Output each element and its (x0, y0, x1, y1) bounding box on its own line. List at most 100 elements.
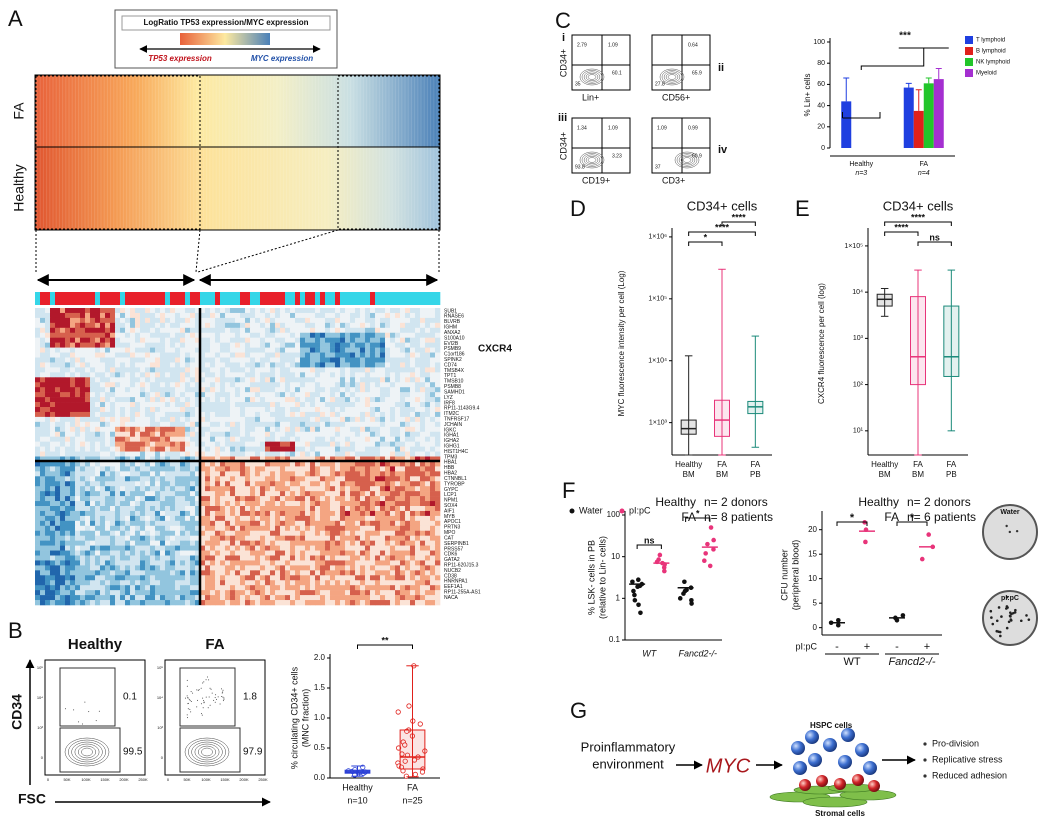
heat-cell (420, 407, 425, 412)
heat-cell (275, 531, 280, 536)
heat-cell (395, 437, 400, 442)
cluster-cell (210, 292, 215, 305)
heat-cell (125, 521, 130, 526)
heat-cell (345, 442, 350, 447)
heat-cell (215, 580, 220, 585)
heat-cell (70, 442, 75, 447)
heat-cell (260, 491, 265, 496)
heat-cell (215, 516, 220, 521)
heat-cell (145, 353, 150, 358)
cluster-cell (345, 292, 350, 305)
heat-cell (350, 442, 355, 447)
heat-cell (100, 516, 105, 521)
heat-cell (315, 570, 320, 575)
heat-cell (380, 541, 385, 546)
heat-cell (350, 536, 355, 541)
heat-cell (305, 452, 310, 457)
heat-cell (255, 313, 260, 318)
heat-cell (255, 407, 260, 412)
heat-cell (315, 531, 320, 536)
heat-cell (435, 541, 440, 546)
heat-cell (100, 486, 105, 491)
heat-cell (140, 333, 145, 338)
heat-cell (310, 318, 315, 323)
heat-cell (225, 367, 230, 372)
heat-cell (45, 496, 50, 501)
heat-cell (410, 432, 415, 437)
heat-cell (175, 412, 180, 417)
heat-cell (175, 486, 180, 491)
heat-cell (155, 536, 160, 541)
heat-cell (110, 333, 115, 338)
heat-cell (75, 343, 80, 348)
heat-cell (430, 387, 435, 392)
heat-cell (405, 323, 410, 328)
heat-cell (105, 308, 110, 313)
heat-cell (155, 447, 160, 452)
cluster-cell (235, 292, 240, 305)
heat-cell (85, 476, 90, 481)
heat-cell (165, 560, 170, 565)
heat-cell (150, 501, 155, 506)
heat-cell (335, 318, 340, 323)
heat-cell (55, 580, 60, 585)
heat-cell (95, 407, 100, 412)
heat-cell (435, 402, 440, 407)
heat-cell (385, 308, 390, 313)
heat-cell (145, 595, 150, 600)
heat-cell (50, 585, 55, 590)
heat-cell (90, 377, 95, 382)
heat-cell (430, 551, 435, 556)
heat-cell (290, 560, 295, 565)
heat-cell (235, 575, 240, 580)
heat-cell (410, 511, 415, 516)
heat-cell (240, 501, 245, 506)
heat-cell (360, 585, 365, 590)
heat-cell (205, 501, 210, 506)
heat-cell (190, 333, 195, 338)
heat-cell (420, 397, 425, 402)
heat-cell (125, 338, 130, 343)
heat-cell (115, 417, 120, 422)
heat-cell (145, 397, 150, 402)
heat-cell (155, 437, 160, 442)
cluster-cell (420, 292, 425, 305)
heat-cell (205, 402, 210, 407)
heat-cell (425, 506, 430, 511)
heat-cell (400, 437, 405, 442)
heat-cell (330, 546, 335, 551)
heat-cell (315, 501, 320, 506)
heat-cell (315, 382, 320, 387)
heat-cell (260, 392, 265, 397)
heat-cell (285, 506, 290, 511)
heat-cell (70, 412, 75, 417)
heat-cell (215, 452, 220, 457)
heat-cell (180, 377, 185, 382)
heat-cell (100, 551, 105, 556)
heat-cell (300, 427, 305, 432)
heat-cell (35, 412, 40, 417)
heat-cell (60, 328, 65, 333)
heat-cell (430, 496, 435, 501)
heat-cell (70, 570, 75, 575)
heat-cell (205, 526, 210, 531)
heat-cell (375, 372, 380, 377)
heat-cell (145, 427, 150, 432)
heat-cell (130, 328, 135, 333)
heat-cell (390, 531, 395, 536)
heat-cell (230, 358, 235, 363)
heat-cell (190, 427, 195, 432)
heat-cell (395, 575, 400, 580)
heat-cell (250, 348, 255, 353)
heat-cell (160, 377, 165, 382)
heat-cell (335, 427, 340, 432)
heat-cell (160, 541, 165, 546)
heat-cell (315, 536, 320, 541)
heat-cell (275, 511, 280, 516)
heat-cell (435, 570, 440, 575)
heat-cell (110, 541, 115, 546)
heat-cell (385, 313, 390, 318)
cluster-cell (280, 292, 285, 305)
heat-cell (265, 318, 270, 323)
heat-cell (120, 590, 125, 595)
